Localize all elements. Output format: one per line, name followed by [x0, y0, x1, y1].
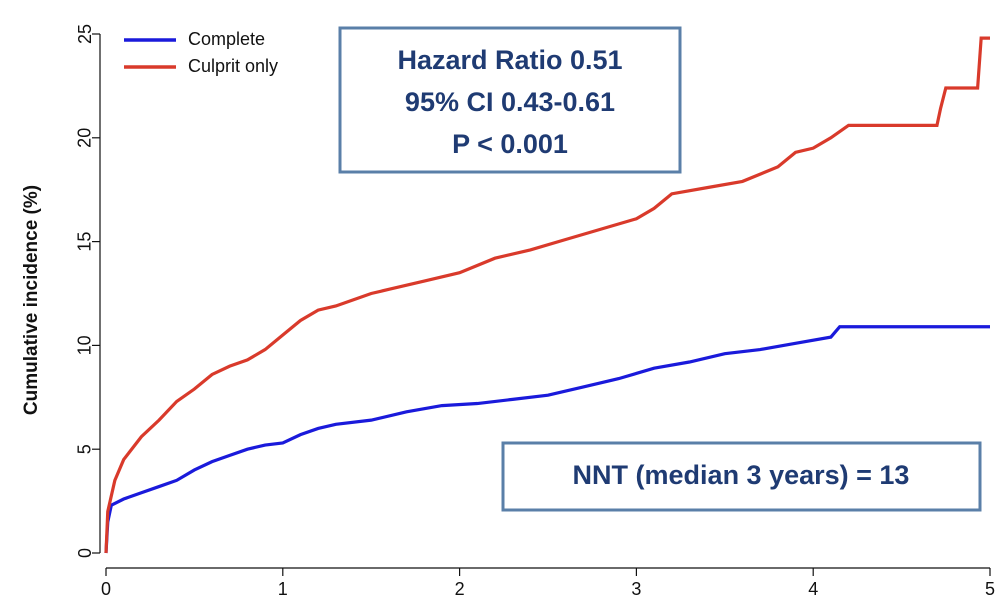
stats-box [338, 26, 682, 174]
x-tick-label: 4 [808, 579, 818, 599]
y-tick-label: 10 [75, 335, 95, 355]
series-line [104, 36, 990, 554]
legend-label: Culprit only [188, 56, 278, 76]
annotation: Hazard Ratio 0.51 [397, 45, 622, 75]
y-axis-label: Cumulative incidence (%) [21, 185, 42, 415]
x-tick-label: 1 [278, 579, 288, 599]
x-tick-label: 5 [985, 579, 995, 599]
annotation: P < 0.001 [452, 129, 568, 159]
series-line [104, 325, 990, 554]
y-tick-label: 5 [75, 444, 95, 454]
y-tick-label: 0 [75, 548, 95, 558]
x-tick-label: 3 [631, 579, 641, 599]
y-tick-label: 25 [75, 24, 95, 44]
x-tick-label: 0 [101, 579, 111, 599]
annotation: 95% CI 0.43-0.61 [405, 87, 615, 117]
legend-label: Complete [188, 29, 265, 49]
y-tick-label: 20 [75, 128, 95, 148]
x-tick-label: 2 [455, 579, 465, 599]
nnt-box [501, 441, 982, 512]
y-tick-label: 15 [75, 232, 95, 252]
annotation: NNT (median 3 years) = 13 [573, 460, 910, 490]
